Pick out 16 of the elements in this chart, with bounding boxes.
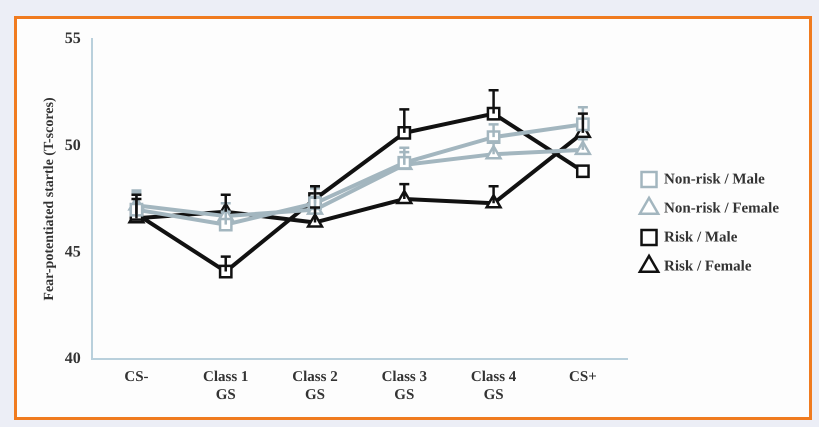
x-tick-label: CS+ xyxy=(569,368,597,385)
point xyxy=(576,164,590,178)
y-tick-label: 40 xyxy=(64,350,81,368)
legend-label: Risk / Male xyxy=(664,229,738,246)
x-tick-label: Class 1 GS xyxy=(203,368,248,403)
y-tick-label: 45 xyxy=(64,243,81,260)
legend-label: Non-risk / Female xyxy=(664,200,780,216)
legend-label: Non-risk / Male xyxy=(664,171,766,188)
y-axis-title: Fear-potentiated startle (T-scores) xyxy=(42,97,58,301)
y-tick-label: 55 xyxy=(64,30,81,48)
x-tick-label: Class 2 GS xyxy=(292,368,338,403)
legend-label: Risk / Female xyxy=(664,258,752,274)
x-tick-label: Class 4 GS xyxy=(470,368,517,403)
x-tick-label: Class 3 GS xyxy=(382,368,428,403)
x-tick-label: CS- xyxy=(124,368,149,385)
y-tick-label: 50 xyxy=(64,136,81,154)
